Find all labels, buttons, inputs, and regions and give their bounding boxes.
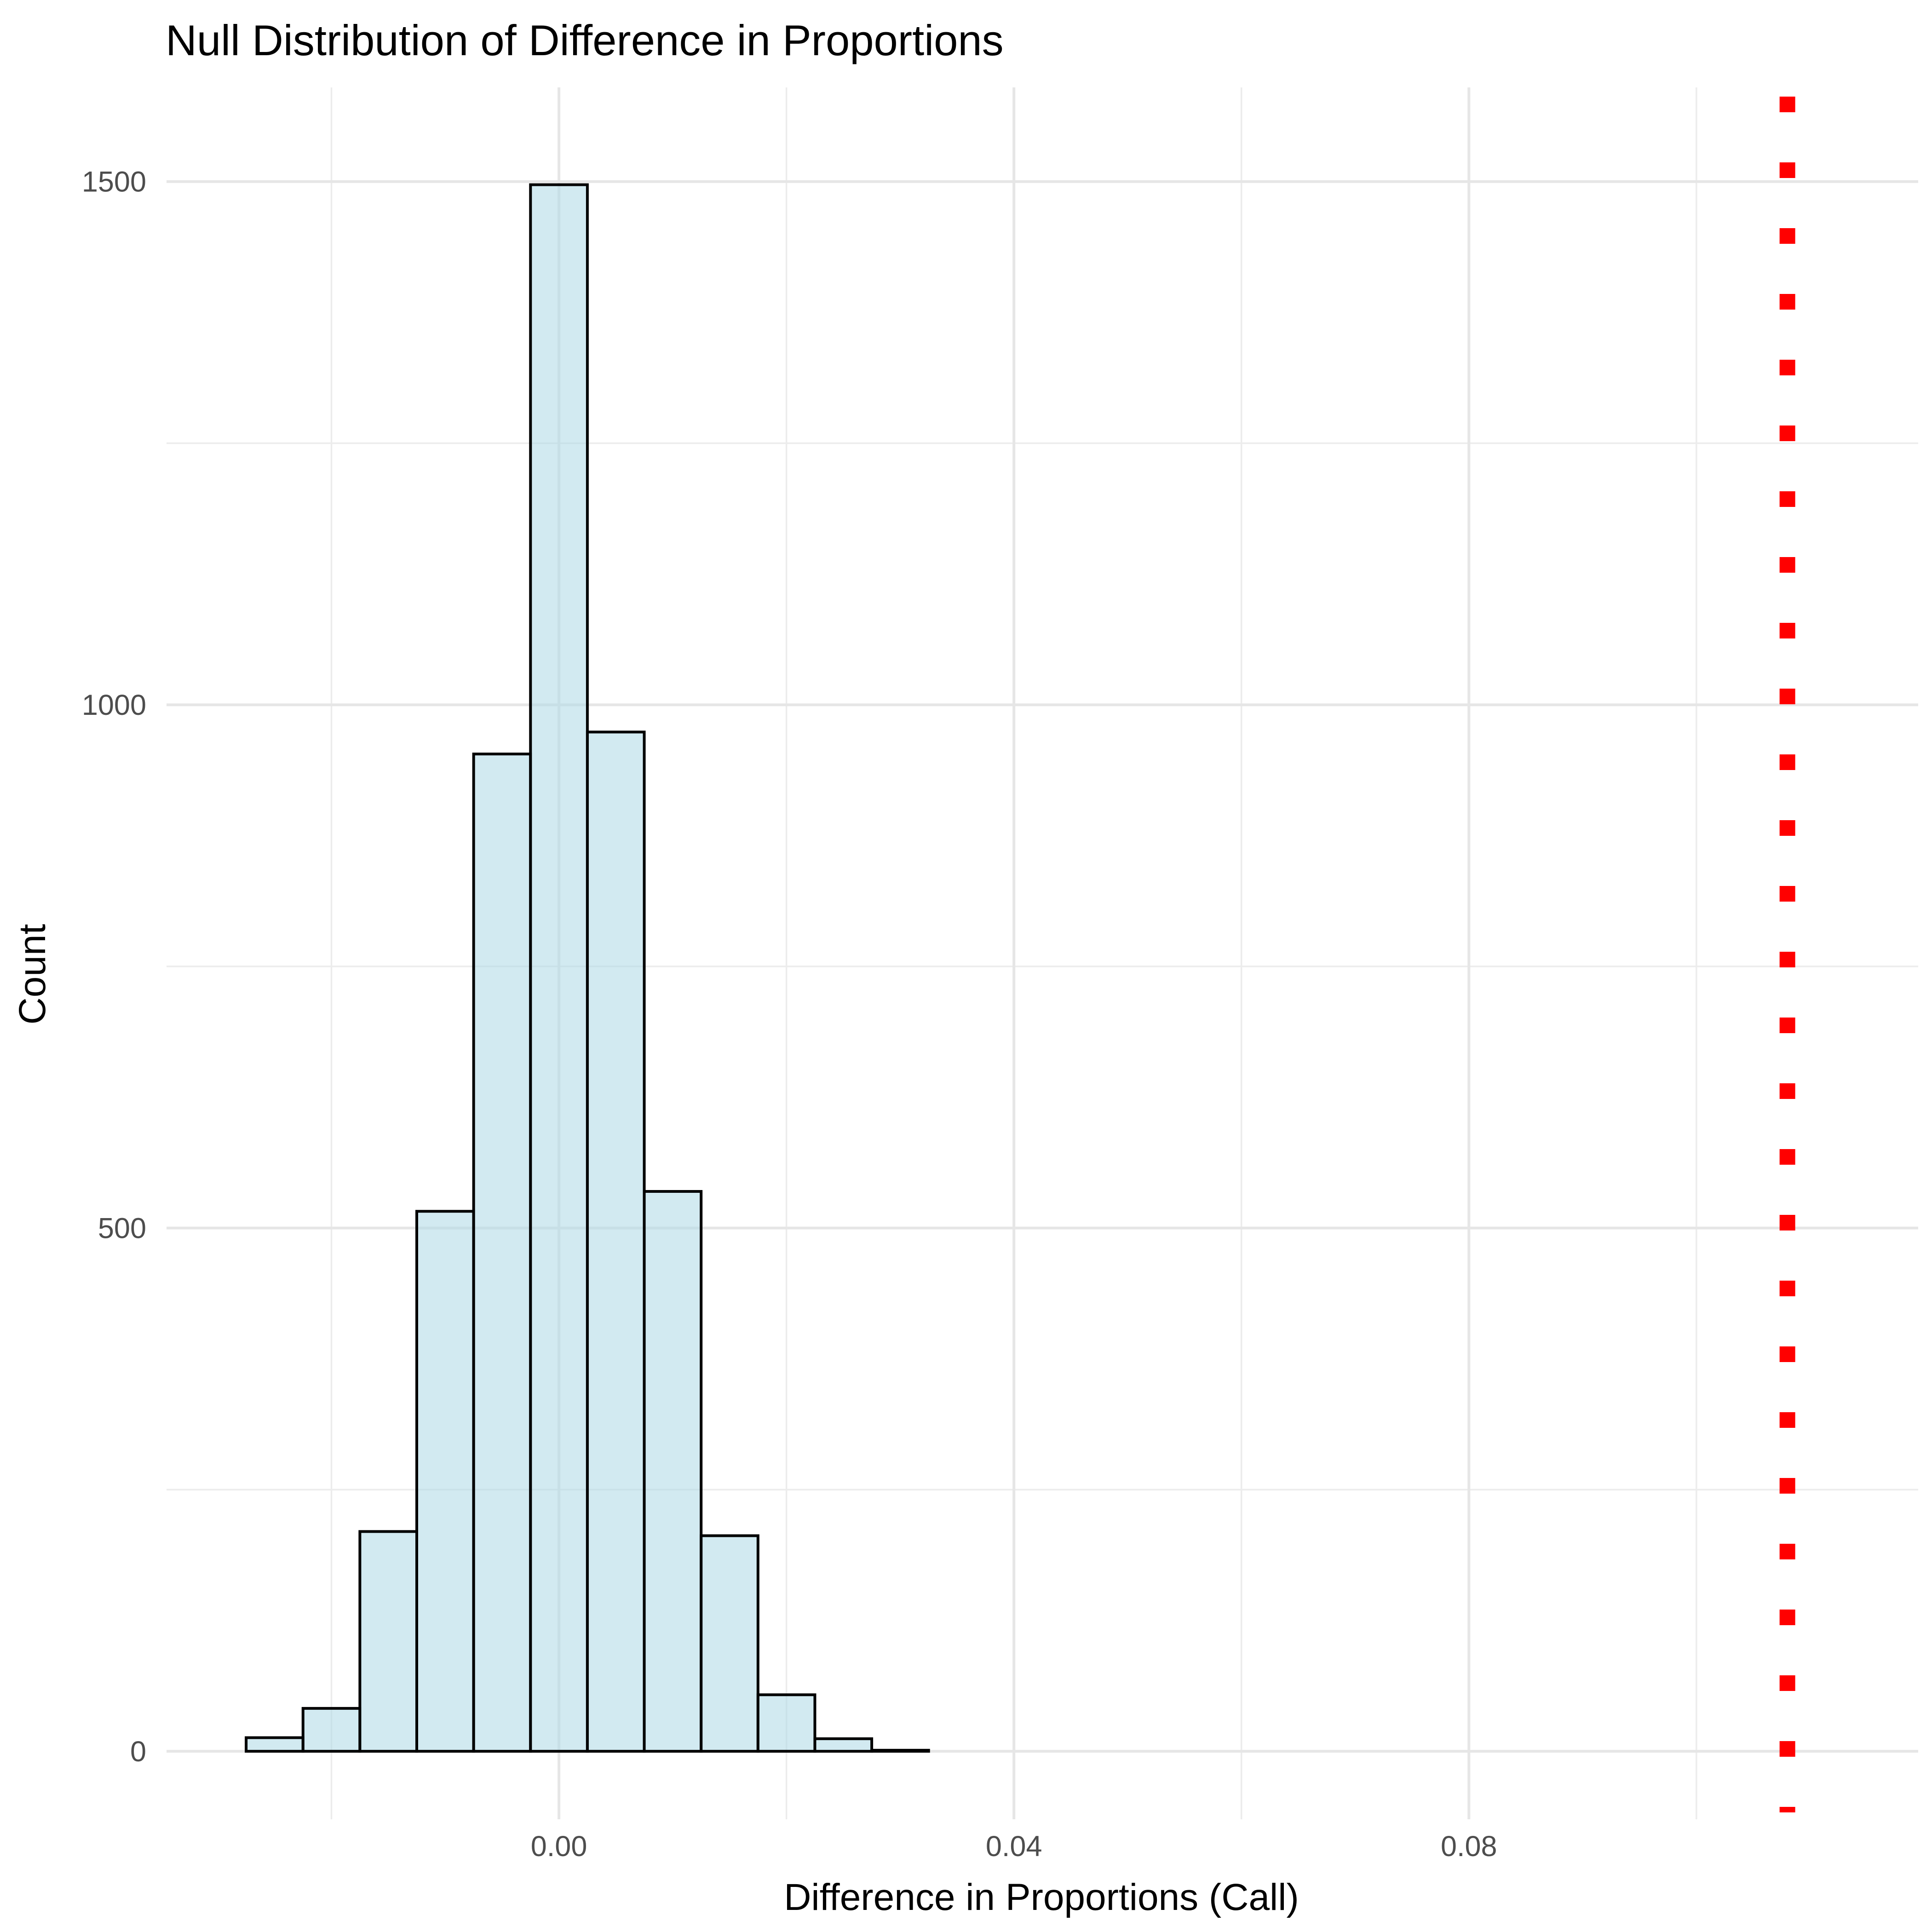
histogram-bars bbox=[245, 183, 930, 1753]
histogram-bar bbox=[700, 1534, 759, 1753]
histogram-bar bbox=[472, 753, 532, 1753]
histogram-bar bbox=[301, 1707, 362, 1753]
histogram-bar bbox=[529, 183, 589, 1753]
histogram-bar bbox=[870, 1748, 930, 1753]
y-axis-tick-labels: 0 500 1000 1500 bbox=[82, 166, 146, 1768]
x-axis-title: Difference in Proportions (Call) bbox=[784, 1876, 1299, 1918]
histogram-bar bbox=[643, 1190, 703, 1753]
x-tick-label: 0.04 bbox=[986, 1830, 1042, 1863]
histogram-bar bbox=[756, 1693, 816, 1753]
x-tick-label: 0.00 bbox=[531, 1830, 587, 1863]
x-tick-label: 0.08 bbox=[1441, 1830, 1497, 1863]
histogram-bar bbox=[586, 730, 646, 1753]
y-tick-label: 0 bbox=[130, 1736, 146, 1768]
histogram-bar bbox=[415, 1210, 475, 1753]
histogram-bar bbox=[245, 1736, 305, 1753]
histogram-bar bbox=[358, 1530, 419, 1753]
chart-title: Null Distribution of Difference in Propo… bbox=[166, 16, 1004, 64]
x-axis-tick-labels: 0.00 0.04 0.08 bbox=[531, 1830, 1497, 1863]
histogram-bar bbox=[813, 1737, 874, 1753]
y-tick-label: 1500 bbox=[82, 166, 146, 198]
y-axis-title: Count bbox=[12, 924, 53, 1024]
y-tick-label: 500 bbox=[98, 1213, 146, 1245]
y-tick-label: 1000 bbox=[82, 689, 146, 721]
